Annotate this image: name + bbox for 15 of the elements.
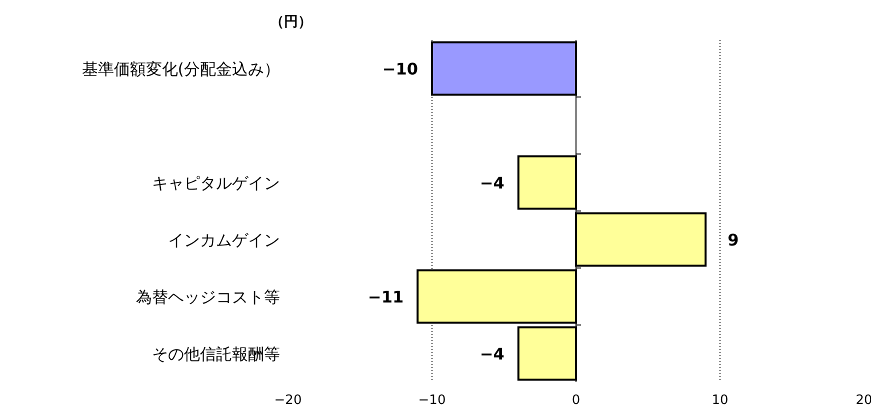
x-tick-label: 10: [712, 393, 728, 408]
y-tick-label: その他信託報酬等: [152, 344, 280, 364]
x-tick-label: −20: [274, 393, 302, 408]
data-label: −11: [368, 288, 404, 306]
x-tick-label: 0: [572, 393, 580, 408]
y-tick-label: キャピタルゲイン: [152, 174, 280, 192]
data-label: −4: [480, 344, 504, 364]
y-tick-label: インカムゲイン: [168, 230, 280, 250]
x-axis-title: （円）: [270, 14, 312, 30]
data-label: −4: [480, 174, 504, 192]
y-tick-label: 基準価額変化(分配金込み）: [82, 60, 280, 78]
x-tick-label: −10: [418, 393, 446, 408]
data-label: −10: [382, 60, 418, 78]
y-tick-label: 為替ヘッジコスト等: [136, 288, 280, 306]
data-label: 9: [728, 230, 739, 250]
